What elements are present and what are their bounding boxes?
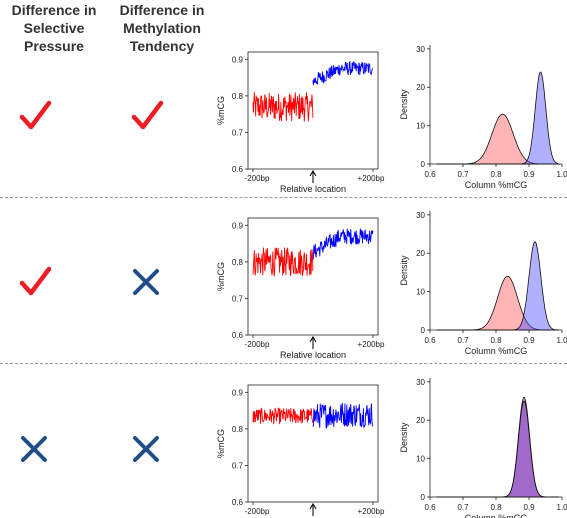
x-axis-label: Relative location (280, 350, 346, 360)
x-tick-label: 0.8 (490, 336, 502, 345)
x-tick-label: 1.0 (556, 170, 567, 179)
x-axis-label: Column %mCG (465, 513, 528, 518)
x-tick-label: 0.7 (457, 170, 469, 179)
y-tick-label: 0.6 (232, 165, 244, 174)
y-axis-label: Density (399, 422, 409, 453)
y-axis-label: %mCG (216, 96, 226, 125)
x-tick-label: 0.8 (490, 170, 502, 179)
y-tick-label: 30 (416, 211, 425, 220)
series-line-blue (312, 228, 374, 260)
y-axis-label: %mCG (216, 429, 226, 458)
series-line-blue (312, 60, 374, 86)
y-tick-label: 30 (416, 45, 425, 54)
y-tick-label: 20 (416, 83, 425, 92)
x-tick-label: 0.9 (523, 336, 535, 345)
x-tick-label: 1.0 (556, 336, 567, 345)
location-arrow (309, 502, 317, 516)
check-icon (19, 266, 52, 296)
y-tick-label: 0.9 (232, 55, 244, 64)
series-line-red (252, 92, 314, 122)
row-separator (0, 197, 567, 198)
plot-frame (247, 51, 379, 170)
x-tick-label: 0.6 (424, 503, 436, 512)
x-tick-label: 0.9 (523, 170, 535, 179)
y-tick-label: 10 (416, 122, 425, 131)
x-axis-label: Column %mCG (465, 180, 528, 190)
location-arrow (309, 169, 317, 183)
y-tick-label: 20 (416, 249, 425, 258)
x-axis-label: Column %mCG (465, 346, 528, 356)
series-line-red (252, 247, 314, 277)
y-tick-label: 0.7 (232, 294, 244, 303)
y-tick-label: 0.8 (232, 92, 244, 101)
y-tick-label: 0.7 (232, 461, 244, 470)
check-icon (19, 100, 52, 130)
y-axis-label: Density (399, 255, 409, 286)
density-area-blue (436, 241, 559, 331)
x-axis-label: Relative location (280, 184, 346, 194)
series-line-red (252, 407, 314, 425)
y-axis-label: %mCG (216, 262, 226, 291)
location-arrow (309, 335, 317, 349)
x-tick-label: 0.8 (490, 503, 502, 512)
y-tick-label: 10 (416, 455, 425, 464)
cross-icon (21, 436, 47, 462)
plot-frame (247, 384, 379, 503)
x-tick-label: -200bp (245, 507, 270, 516)
x-tick-label: -200bp (245, 340, 270, 349)
y-tick-label: 0 (421, 326, 426, 335)
check-icon (131, 100, 164, 130)
y-tick-label: 0.9 (232, 221, 244, 230)
y-tick-label: 0.8 (232, 425, 244, 434)
header-selective-pressure: Difference in Selective Pressure (11, 2, 97, 54)
y-tick-label: 0.6 (232, 331, 244, 340)
x-tick-label: 0.7 (457, 336, 469, 345)
series-line-blue (312, 402, 374, 429)
y-tick-label: 0.7 (232, 128, 244, 137)
density-area-red (436, 397, 559, 498)
density-area-blue (436, 71, 561, 165)
density-area-blue (436, 400, 559, 498)
x-tick-label: +200bp (358, 174, 385, 183)
x-tick-label: 0.6 (424, 336, 436, 345)
x-tick-label: -200bp (245, 174, 270, 183)
x-tick-label: 1.0 (556, 503, 567, 512)
header-methylation-tendency: Difference in Methylation Tendency (119, 2, 205, 54)
y-tick-label: 0.8 (232, 258, 244, 267)
y-tick-label: 30 (416, 378, 425, 387)
x-tick-label: +200bp (358, 507, 385, 516)
y-axis-label: Density (399, 89, 409, 120)
y-tick-label: 0.9 (232, 388, 244, 397)
y-tick-label: 10 (416, 288, 425, 297)
cross-icon (133, 269, 159, 295)
y-tick-label: 0.6 (232, 498, 244, 507)
y-tick-label: 0 (421, 493, 426, 502)
x-tick-label: 0.7 (457, 503, 469, 512)
x-tick-label: 0.6 (424, 170, 436, 179)
x-tick-label: 0.9 (523, 503, 535, 512)
plot-frame (247, 217, 379, 336)
y-tick-label: 20 (416, 416, 425, 425)
row-separator (0, 363, 567, 364)
cross-icon (133, 436, 159, 462)
y-tick-label: 0 (421, 160, 426, 169)
x-tick-label: +200bp (358, 340, 385, 349)
